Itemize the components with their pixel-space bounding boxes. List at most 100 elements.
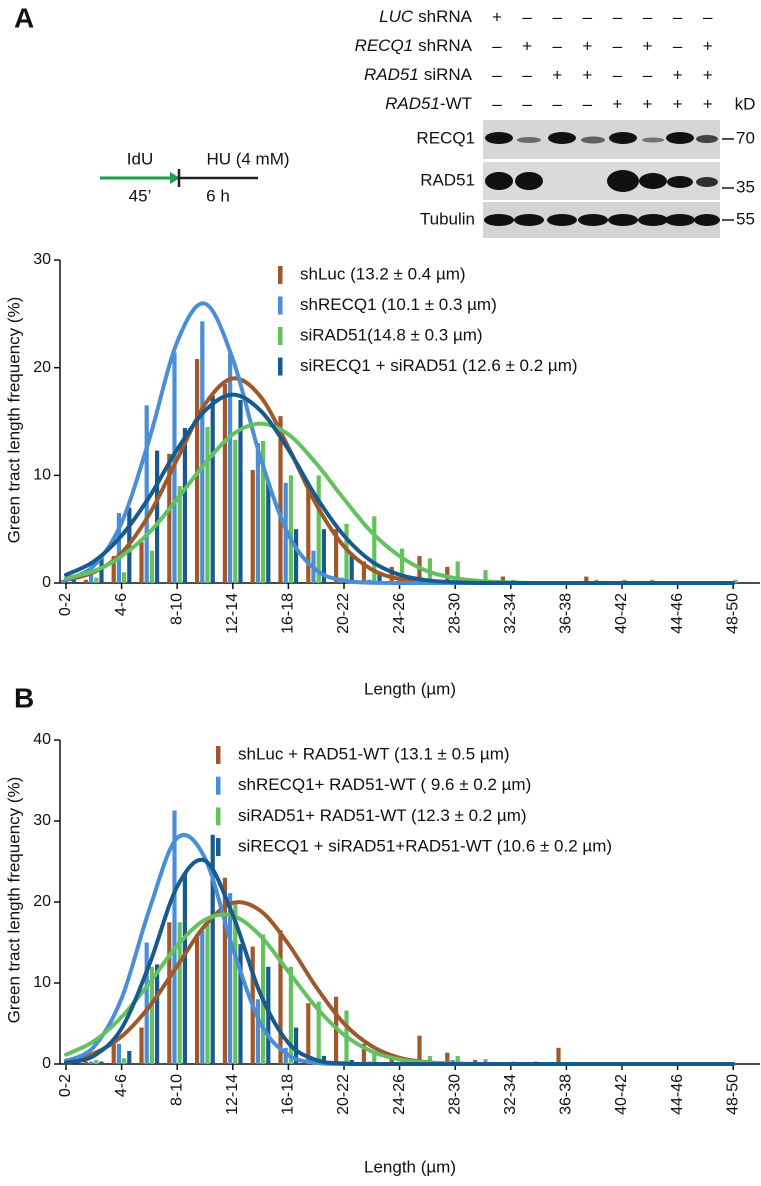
bar (167, 922, 172, 1064)
condition-sign: – (552, 7, 562, 26)
band (485, 132, 513, 144)
bar (255, 999, 260, 1064)
y-axis-title: Green tract length frequency (%) (4, 297, 23, 544)
legend-label: shLuc + RAD51-WT (13.1 ± 0.5 µm) (238, 744, 510, 763)
condition-sign: + (522, 36, 532, 55)
condition-sign: – (643, 7, 653, 26)
bar (127, 1051, 132, 1064)
bar (139, 1027, 144, 1064)
condition-sign: + (703, 65, 713, 84)
x-tick-label: 24-26 (391, 593, 408, 634)
bar (94, 1059, 99, 1064)
legend-swatch (216, 807, 221, 826)
fit-curve (64, 421, 736, 586)
bar (222, 877, 227, 1064)
condition-gene: LUC (379, 7, 414, 26)
fit-curve (64, 376, 736, 586)
condition-sign: + (643, 36, 653, 55)
x-tick-label: 28-30 (446, 593, 463, 634)
bar (182, 873, 187, 1064)
panel-label: A (14, 2, 34, 33)
band (548, 132, 576, 144)
x-tick-label: 4-6 (113, 1074, 130, 1097)
bar (283, 1047, 288, 1064)
legend-label: siRAD51(14.8 ± 0.3 µm) (300, 325, 483, 344)
condition-suffix: shRNA (418, 7, 473, 26)
histogram-chart: 0 10 20 30 40 0-2 4-6 8-10 12-14 16-18 20-22 24-26 2… (4, 731, 760, 1176)
bar (228, 353, 233, 583)
condition-sign: – (492, 36, 502, 55)
condition-sign: – (492, 65, 502, 84)
x-tick-label: 44-46 (669, 593, 686, 634)
bar (306, 486, 311, 583)
legend-label: shRECQ1+ RAD51-WT ( 9.6 ± 0.2 µm) (238, 775, 531, 794)
western-blot (483, 120, 720, 238)
bar (266, 482, 271, 583)
bar (195, 934, 200, 1064)
idu-time: 45’ (129, 186, 152, 205)
condition-label: RAD51-WT (385, 94, 472, 113)
bar (361, 561, 366, 583)
legend-swatch (278, 327, 283, 345)
x-tick-label: 48-50 (724, 593, 741, 634)
x-tick-label: 12-14 (224, 593, 241, 634)
condition-sign: + (673, 94, 683, 113)
band (696, 135, 718, 143)
condition-sign: – (673, 7, 683, 26)
condition-sign: + (492, 7, 502, 26)
bar (155, 964, 160, 1064)
band (581, 136, 605, 144)
condition-sign: – (552, 94, 562, 113)
band (666, 132, 694, 144)
arrow-head (170, 172, 180, 184)
bar (250, 469, 255, 583)
x-tick-label: 40-42 (613, 1074, 630, 1115)
legend-swatch (278, 296, 283, 315)
bar (111, 556, 116, 583)
bar (321, 529, 326, 583)
x-tick-label: 0-2 (57, 1074, 74, 1097)
bar (288, 966, 293, 1064)
bar (99, 1061, 104, 1064)
bar (584, 576, 589, 583)
condition-sign: + (643, 94, 653, 113)
condition-sign: – (583, 7, 593, 26)
condition-label: LUC shRNA (379, 7, 473, 26)
bar (167, 453, 172, 583)
bar (149, 966, 154, 1064)
y-tick-label: 20 (33, 359, 51, 376)
condition-sign: – (552, 36, 562, 55)
bar (83, 579, 88, 583)
condition-sign: + (582, 36, 592, 55)
condition-sign: – (492, 94, 502, 113)
schematic: IdU 45’ HU (4 mM) 6 h (100, 149, 290, 205)
band (485, 172, 513, 190)
bar (210, 395, 215, 583)
y-tick-label: 30 (33, 812, 51, 829)
condition-sign: + (703, 94, 713, 113)
bar (316, 1001, 321, 1064)
bar (61, 579, 66, 583)
x-tick-label: 48-50 (724, 1074, 741, 1115)
condition-label: RECQ1 shRNA (355, 36, 473, 55)
x-axis-title: Length (µm) (364, 679, 456, 698)
x-tick-label: 20-22 (335, 1074, 352, 1115)
band (578, 214, 608, 226)
bar (116, 513, 121, 583)
band (608, 214, 638, 226)
bar (205, 922, 210, 1064)
condition-sign: – (522, 7, 532, 26)
bar (455, 1055, 460, 1064)
band (517, 137, 541, 143)
bar (483, 1059, 488, 1064)
fit-curve (64, 392, 736, 586)
marker-label: 70 (736, 128, 755, 147)
condition-gene: RAD51 (385, 94, 440, 113)
condition-sign: – (613, 65, 623, 84)
fit-curve (64, 301, 736, 586)
bar (294, 1027, 299, 1064)
bar (556, 1047, 561, 1064)
band (484, 214, 514, 226)
bar (233, 439, 238, 583)
